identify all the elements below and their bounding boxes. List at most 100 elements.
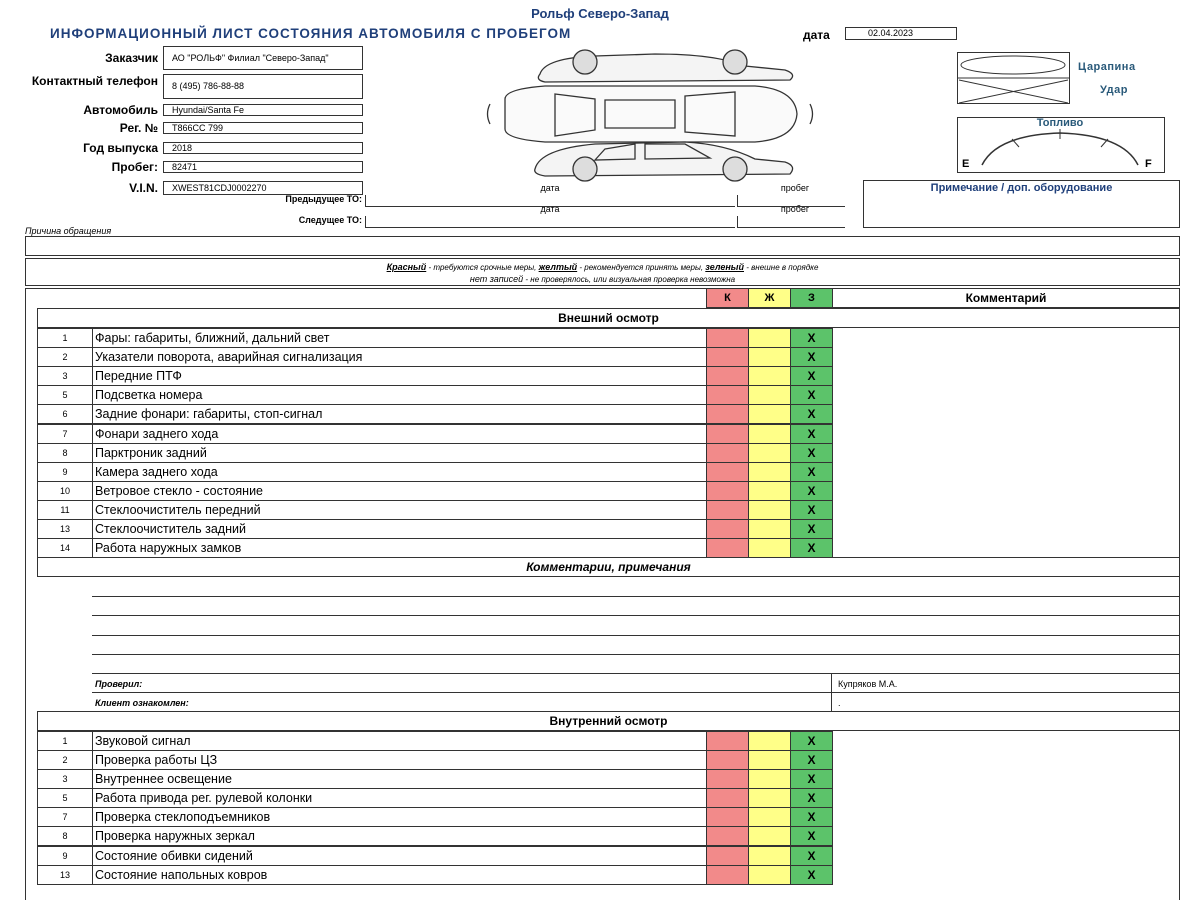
field-label: V.I.N.	[129, 181, 158, 195]
signature-label: Проверил:	[92, 672, 832, 693]
service-date	[365, 195, 735, 207]
status-cell	[706, 807, 749, 828]
signature-value: Купряков М.А.	[832, 672, 1180, 693]
check-mark: X	[790, 519, 833, 540]
row-name: Состояние напольных ковров	[92, 864, 707, 885]
row-name: Проверка стеклоподъемников	[92, 807, 707, 828]
status-cell	[748, 404, 791, 425]
mileage-header: пробег	[780, 183, 810, 193]
status-cell	[748, 826, 791, 847]
status-cell	[748, 519, 791, 540]
row-num: 8	[37, 826, 93, 847]
status-cell	[706, 423, 749, 444]
row-name: Передние ПТФ	[92, 366, 707, 387]
service-mileage	[737, 195, 845, 207]
status-cell	[748, 461, 791, 482]
row-num: 3	[37, 366, 93, 387]
row-num: 8	[37, 442, 93, 463]
status-cell	[706, 442, 749, 463]
row-name: Камера заднего хода	[92, 461, 707, 482]
row-name: Звуковой сигнал	[92, 730, 707, 751]
comment-line	[92, 596, 1180, 598]
row-num: 3	[37, 769, 93, 790]
row-name: Стеклоочиститель передний	[92, 499, 707, 520]
legend-text: - внешне в порядке	[746, 263, 819, 272]
check-mark: X	[790, 461, 833, 482]
status-cell	[748, 385, 791, 406]
status-cell	[706, 788, 749, 809]
status-cell	[706, 366, 749, 387]
status-cell	[748, 864, 791, 885]
column-header: К	[706, 288, 749, 308]
field-value: XWEST81CDJ0002270	[163, 181, 363, 195]
row-name: Состояние обивки сидений	[92, 845, 707, 866]
table-frame	[25, 288, 1180, 900]
legend-box: Красный - требуются срочные меры, желтый…	[25, 258, 1180, 286]
title: ИНФОРМАЦИОННЫЙ ЛИСТ СОСТОЯНИЯ АВТОМОБИЛЯ…	[50, 26, 572, 41]
row-num: 7	[37, 807, 93, 828]
check-mark: X	[790, 807, 833, 828]
check-mark: X	[790, 328, 833, 349]
status-cell	[706, 864, 749, 885]
status-cell	[706, 730, 749, 751]
status-cell	[706, 385, 749, 406]
row-name: Стеклоочиститель задний	[92, 519, 707, 540]
reason-box	[25, 236, 1180, 256]
field-label: Автомобиль	[83, 103, 158, 117]
field-label: Контактный телефон	[31, 73, 158, 88]
car-diagram	[486, 49, 814, 182]
row-name: Фары: габариты, ближний, дальний свет	[92, 328, 707, 349]
check-mark: X	[790, 499, 833, 520]
row-name: Работа наружных замков	[92, 538, 707, 559]
company: Рольф Северо-Запад	[531, 6, 669, 21]
row-name: Задние фонари: габариты, стоп-сигнал	[92, 404, 707, 425]
status-cell	[748, 442, 791, 463]
row-name: Подсветка номера	[92, 385, 707, 406]
field-value: АО "РОЛЬФ" Филиал "Северо-Запад"	[163, 46, 363, 70]
scratch-label: Царапина	[1078, 61, 1136, 73]
service-label: Следущее ТО:	[298, 215, 362, 225]
signature-label: Клиент ознакомлен:	[92, 691, 832, 712]
row-name: Парктроник задний	[92, 442, 707, 463]
legend-green: зеленый	[705, 262, 744, 272]
check-mark: X	[790, 826, 833, 847]
field-value: 82471	[163, 161, 363, 173]
row-num: 6	[37, 404, 93, 425]
legend-none: нет записей	[469, 274, 524, 284]
row-num: 14	[37, 538, 93, 559]
row-num: 13	[37, 519, 93, 540]
field-label: Заказчик	[105, 51, 158, 65]
comments-title: Комментарии, примечания	[37, 557, 1180, 578]
section-title: Внешний осмотр	[37, 308, 1180, 328]
row-name: Проверка наружных зеркал	[92, 826, 707, 847]
legend-yellow: желтый	[538, 262, 578, 272]
row-num: 5	[37, 788, 93, 809]
field-value: Hyundai/Santa Fe	[163, 104, 363, 116]
status-cell	[748, 750, 791, 771]
field-value: Т866СС 799	[163, 122, 363, 134]
row-num: 5	[37, 385, 93, 406]
check-mark: X	[790, 480, 833, 501]
status-cell	[748, 366, 791, 387]
status-cell	[748, 845, 791, 866]
row-num: 1	[37, 328, 93, 349]
comment-line	[92, 653, 1180, 655]
status-cell	[748, 769, 791, 790]
row-num: 2	[37, 750, 93, 771]
row-num: 7	[37, 423, 93, 444]
check-mark: X	[790, 769, 833, 790]
damage-legend-box	[957, 52, 1070, 104]
status-cell	[748, 499, 791, 520]
comment-line	[92, 634, 1180, 636]
check-mark: X	[790, 347, 833, 368]
row-name: Работа привода рег. рулевой колонки	[92, 788, 707, 809]
comment-line	[92, 615, 1180, 617]
service-date	[365, 216, 735, 228]
check-mark: X	[790, 788, 833, 809]
status-cell	[706, 519, 749, 540]
fuel-empty: E	[962, 158, 970, 170]
row-num: 10	[37, 480, 93, 501]
row-name: Проверка работы ЦЗ	[92, 750, 707, 771]
service-mileage	[737, 216, 845, 228]
